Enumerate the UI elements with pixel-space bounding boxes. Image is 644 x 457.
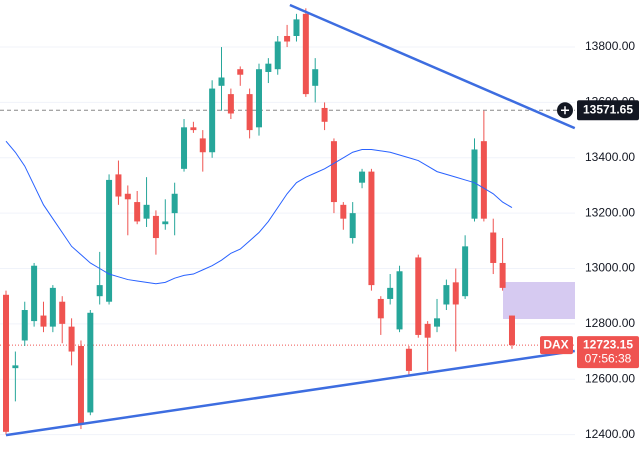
marked-price-label: 13571.65: [583, 102, 633, 116]
y-tick-label: 12800.00: [585, 316, 635, 330]
candle-body: [349, 213, 356, 239]
crosshair-plus: [561, 106, 569, 115]
candle-body: [12, 365, 19, 369]
countdown-label: 07:56:38: [585, 351, 632, 365]
highlight-box: [503, 282, 575, 319]
candle-body: [49, 287, 56, 327]
candle-body: [452, 282, 459, 305]
y-tick-label: 12600.00: [585, 371, 635, 385]
moving-average: [5, 140, 513, 285]
candle-body: [190, 127, 197, 131]
candle-body: [340, 204, 347, 219]
candle-body: [106, 179, 113, 302]
candle-body: [490, 232, 497, 263]
candle-body: [499, 262, 506, 288]
candle-body: [255, 69, 262, 128]
price-label-bg: [577, 100, 639, 121]
candle-body: [265, 63, 272, 72]
candle-body: [471, 149, 478, 219]
candle-body: [480, 141, 487, 219]
y-tick-label: 12400.00: [585, 427, 635, 441]
trendline: [5, 349, 575, 437]
candle-body: [171, 193, 178, 214]
candle-body: [209, 88, 216, 153]
last-price-bg: [577, 336, 639, 369]
candle-body: [387, 287, 394, 299]
last-price-label: 12723.15: [583, 337, 633, 351]
candle-body: [443, 285, 450, 305]
y-tick-label: 13400.00: [585, 150, 635, 164]
candle-body: [152, 215, 159, 239]
candle-body: [227, 94, 234, 114]
candle-body: [31, 265, 38, 322]
candle-body: [274, 41, 281, 70]
candle-body: [199, 138, 206, 153]
candle-body: [143, 204, 150, 219]
candle-body: [96, 285, 103, 297]
y-tick-label: 13800.00: [585, 39, 635, 53]
candle-body: [434, 318, 441, 327]
y-tick-label: 13200.00: [585, 205, 635, 219]
y-tick-label: 13000.00: [585, 261, 635, 275]
candle-body: [462, 246, 469, 297]
candle-body: [87, 312, 94, 413]
candle-body: [415, 257, 422, 335]
candle-body: [508, 315, 515, 346]
candle-body: [68, 326, 75, 352]
symbol-label-bg: [540, 336, 573, 355]
candle-body: [115, 174, 122, 197]
candle-body: [368, 171, 375, 286]
candle-body: [293, 19, 300, 36]
candle-body: [21, 310, 28, 341]
candle-body: [59, 301, 66, 324]
candle-body: [359, 171, 366, 183]
candle-body: [246, 94, 253, 131]
candle-body: [237, 69, 244, 75]
candle-body: [405, 348, 412, 371]
candle-body: [3, 294, 9, 432]
candle-body: [134, 202, 141, 222]
symbol-label: DAX: [543, 337, 568, 351]
candle-body: [302, 13, 309, 95]
candle-body: [284, 35, 291, 42]
candle-body: [377, 298, 384, 319]
candle-body: [396, 271, 403, 330]
candle-body: [330, 141, 337, 203]
candle-body: [77, 346, 84, 424]
trendline: [289, 3, 576, 130]
candle-body: [40, 315, 47, 327]
candle-body: [218, 77, 225, 86]
candle-body: [162, 221, 169, 225]
candle-body: [124, 193, 131, 200]
candle-body: [312, 69, 319, 86]
candle-body: [181, 127, 188, 169]
candle-body: [424, 323, 431, 338]
candle-body: [321, 107, 328, 122]
